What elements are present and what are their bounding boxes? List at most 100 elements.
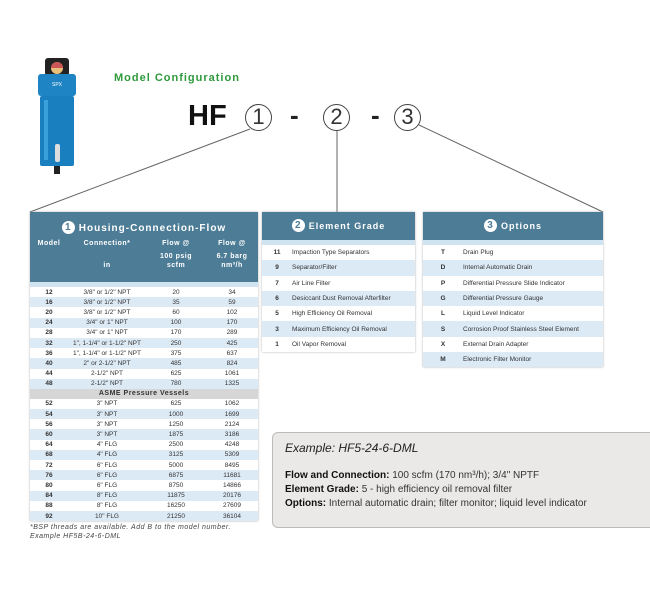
table-cell: 24: [45, 319, 53, 327]
table-cell: 54: [45, 410, 53, 418]
table-cell: 88: [45, 502, 53, 510]
table-cell: 6" FLG: [96, 461, 118, 469]
table-row: 88 8" FLG 16250 27609: [30, 501, 258, 511]
table-cell: 3/8" or 1/2" NPT: [83, 298, 131, 306]
number-badge: 1: [61, 221, 75, 234]
table-cell: 289: [226, 329, 238, 337]
table-cell: 84: [45, 492, 53, 500]
example-title: Example: HF5-24-6-DML: [285, 441, 419, 455]
table-cell: 35: [172, 298, 180, 306]
table-cell: 2-1/2" NPT: [91, 380, 123, 388]
table-cell: 170: [226, 319, 238, 327]
table-cell: Separator/Filter: [292, 264, 337, 272]
table-cell: D: [440, 264, 446, 272]
table-cell: G: [440, 295, 446, 303]
table-row: 36 1", 1-1/4" or 1-1/2" NPT 375 637: [30, 348, 258, 358]
table-cell: 48: [45, 380, 53, 388]
table-cell: 2500: [168, 441, 184, 449]
table-cell: 44: [45, 370, 53, 378]
table-cell: 3/8" or 1/2" NPT: [83, 308, 131, 316]
table-row: 92 10" FLG 21250 36104: [30, 510, 258, 522]
table-cell: 9: [275, 264, 279, 272]
table-row: M Electronic Filter Monitor: [423, 352, 603, 368]
table-row: T Drain Plug: [423, 245, 603, 260]
table-row: 3 Maximum Efficiency Oil Removal: [262, 321, 415, 337]
table-row: 48 2-1/2" NPT 780 1325: [30, 378, 258, 389]
table-cell: 3" NPT: [96, 400, 118, 408]
table-cell: Impaction Type Separators: [292, 249, 370, 257]
svg-text:SPX: SPX: [52, 82, 63, 88]
table-cell: 34: [228, 288, 236, 296]
table-cell: Differential Pressure Slide Indicator: [463, 279, 565, 287]
table-cell: 100: [170, 319, 182, 327]
table-row: 52 3" NPT 625 1062: [30, 399, 258, 409]
table-cell: Internal Automatic Drain: [463, 264, 533, 272]
table-cell: 1", 1-1/4" or 1-1/2" NPT: [73, 349, 141, 357]
table-cell: 11875: [167, 492, 185, 500]
table-cell: Electronic Filter Monitor: [463, 356, 532, 364]
table-cell: 20176: [222, 492, 242, 500]
table-cell: 1061: [224, 370, 240, 378]
table-cell: 36104: [222, 512, 242, 520]
table-row: 16 3/8" or 1/2" NPT 35 59: [30, 297, 258, 308]
table-cell: External Drain Adapter: [463, 340, 529, 348]
table-cell: T: [441, 249, 445, 257]
table-cell: 80: [45, 481, 53, 489]
table-cell: 56: [45, 420, 53, 428]
table-cell: 4" FLG: [96, 451, 118, 459]
element-grade-table: 2 Element Grade 11 Impaction Type Separato…: [262, 212, 415, 353]
table-cell: 32: [45, 339, 53, 347]
table-cell: 1: [275, 340, 279, 348]
filter-product-image: SPX: [38, 58, 76, 174]
table-row: 32 1", 1-1/4" or 1-1/2" NPT 250 425: [30, 337, 258, 349]
table-cell: 3186: [224, 431, 240, 439]
table-cell: 6875: [168, 471, 184, 479]
table-cell: 3: [275, 325, 279, 333]
table-cell: 16: [45, 298, 53, 306]
table-cell: 485: [170, 359, 182, 367]
table-cell: 3" NPT: [96, 431, 118, 439]
table-cell: 780: [170, 380, 182, 388]
table-cell: 5309: [224, 451, 240, 459]
table-row: S Corrosion Proof Stainless Steel Element: [423, 321, 603, 337]
table-cell: 36: [45, 349, 53, 357]
table-cell: 102: [226, 308, 238, 316]
table-row: 20 3/8" or 1/2" NPT 60 102: [30, 307, 258, 317]
table-row: 9 Separator/Filter: [262, 260, 415, 276]
table-cell: 8" FLG: [96, 492, 118, 500]
table-cell: 76: [45, 471, 53, 479]
table-row: 84 8" FLG 11875 20176: [30, 490, 258, 501]
table-cell: 68: [45, 451, 53, 459]
table-cell: 64: [45, 441, 53, 449]
table-cell: Drain Plug: [463, 249, 494, 257]
table-row: L Liquid Level Indicator: [423, 306, 603, 321]
table-cell: 3/4" or 1" NPT: [86, 329, 128, 337]
table-cell: 625: [170, 400, 182, 408]
table-cell: 59: [228, 298, 236, 306]
table-cell: 60: [45, 431, 53, 439]
table-row: 28 3/4" or 1" NPT 170 289: [30, 328, 258, 338]
table-row: 68 4" FLG 3125 5309: [30, 449, 258, 460]
table-row: 64 4" FLG 2500 4248: [30, 440, 258, 450]
table-cell: 1875: [168, 431, 184, 439]
table-cell: 1699: [224, 410, 240, 418]
table-cell: 625: [170, 370, 182, 378]
column-headers: Model Connection* Flow @ Flow @: [37, 240, 246, 247]
table-row: 1 Oil Vapor Removal: [262, 337, 415, 352]
table-cell: 21250: [166, 512, 186, 520]
section-header: ASME Pressure Vessels: [30, 388, 258, 399]
table-row: 11 Impaction Type Separators: [262, 245, 415, 260]
table-row: 24 3/4" or 1" NPT 100 170: [30, 317, 258, 328]
table-row: X External Drain Adapter: [423, 337, 603, 352]
table-cell: 60: [172, 308, 180, 316]
housing-connection-flow-table: 1 Housing-Connection-Flow Model Connectio…: [30, 212, 258, 522]
table-cell: 824: [226, 359, 238, 367]
table-cell: 10" FLG: [95, 512, 119, 520]
table-cell: L: [441, 310, 445, 318]
table-cell: 3/8" or 1/2" NPT: [83, 288, 131, 296]
table-cell: 425: [226, 339, 238, 347]
table-row: 12 3/8" or 1/2" NPT 20 34: [30, 287, 258, 297]
table-cell: 92: [45, 512, 53, 520]
table-cell: 40: [45, 359, 53, 367]
table-cell: 1062: [224, 400, 240, 408]
